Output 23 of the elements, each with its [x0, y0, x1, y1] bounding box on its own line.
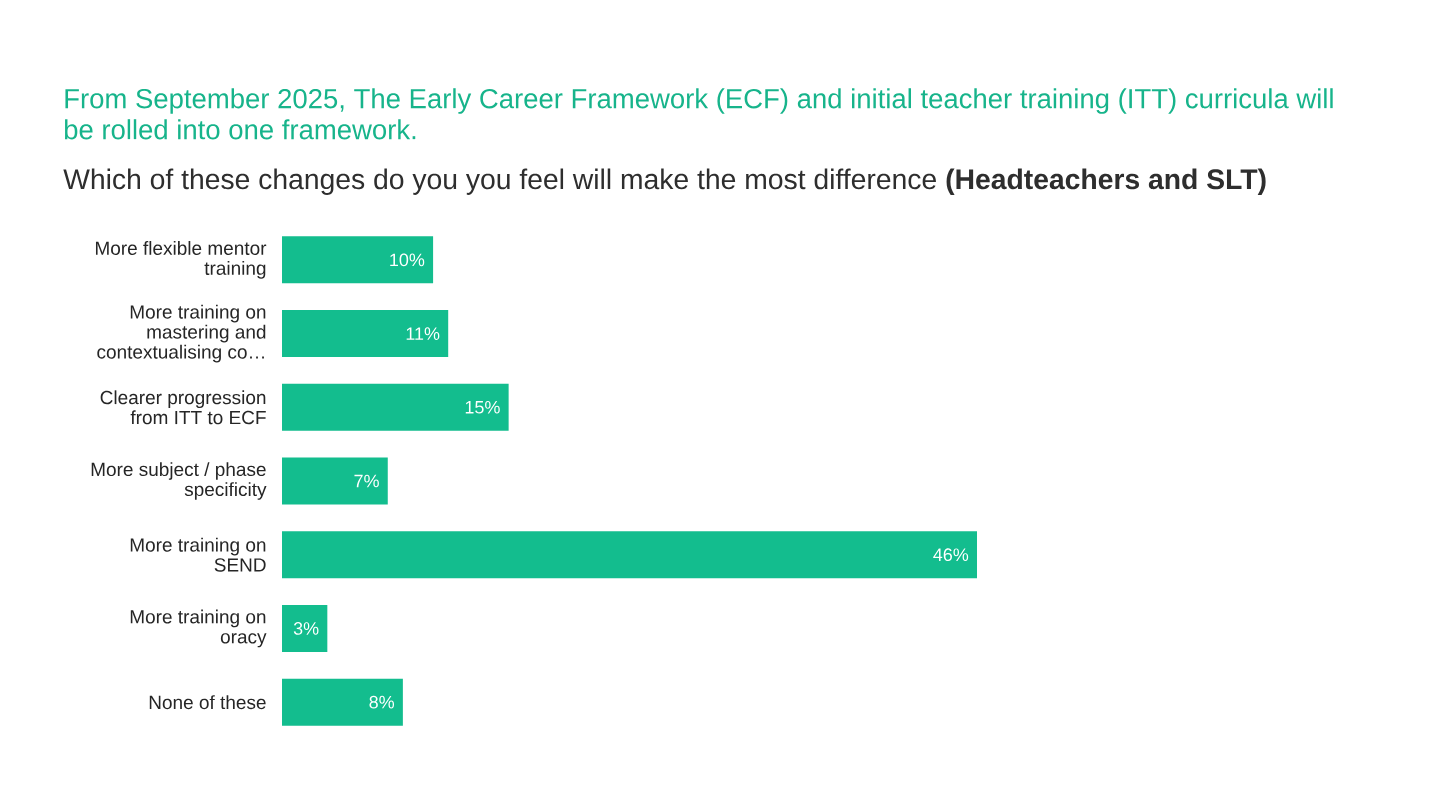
y-tick-label: More training on SEND [130, 537, 266, 572]
data-label: 11% [406, 327, 440, 340]
y-tick-label: Clearer progression from ITT to ECF [100, 390, 266, 425]
data-label: 7% [354, 474, 379, 488]
bar [282, 604, 328, 652]
bar [282, 236, 434, 284]
data-label: 3% [293, 622, 319, 635]
y-tick-label: More flexible mentor training [95, 241, 267, 279]
bar [282, 383, 509, 431]
bar [282, 310, 449, 358]
bar [282, 457, 388, 505]
data-label: 8% [369, 695, 395, 709]
bar [282, 531, 977, 579]
y-tick-label: More training on mastering and contextualising co… [97, 304, 266, 363]
bar [282, 678, 403, 726]
chart-title: From September 2025, The Early Career Framework (ECF) and initial teacher training (ITT) curricula will be rolled into one framework. [64, 88, 1333, 140]
y-tick-label: None of these [149, 695, 266, 710]
y-tick-label: More subject / phase specificity [91, 462, 267, 500]
data-label: 15% [465, 400, 500, 414]
data-label: 10% [390, 253, 425, 267]
chart-subtitle: Which of these changes do you you feel will make the most difference (Headteachers and SLT) [63, 168, 1266, 195]
y-tick-label: More training on oracy [130, 609, 267, 648]
data-label: 46% [933, 548, 969, 562]
